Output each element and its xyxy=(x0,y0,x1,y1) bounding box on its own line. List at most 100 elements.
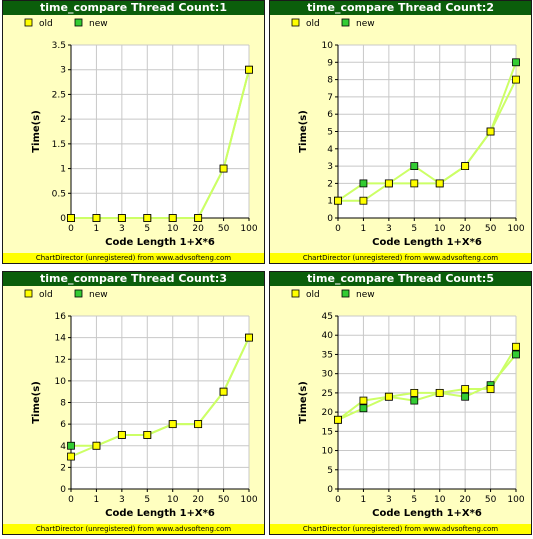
x-tick-label: 100 xyxy=(240,224,257,234)
data-point-old xyxy=(384,392,393,401)
data-point-old xyxy=(92,441,101,450)
data-point-new xyxy=(461,392,470,401)
data-point-old xyxy=(143,214,152,222)
data-point-old xyxy=(245,333,253,342)
chart-panel-3: time_compare Thread Count:3 0 2 4 6 8 10 12 14 1… xyxy=(2,271,265,535)
data-point-old xyxy=(92,214,101,222)
chart-title: time_compare Thread Count:2 xyxy=(270,1,531,15)
y-tick-label: 12 xyxy=(55,355,66,365)
chart-footer: ChartDirector (unregistered) from www.ad… xyxy=(3,524,264,534)
x-tick-label: 100 xyxy=(507,224,524,234)
y-tick-label: 6 xyxy=(327,110,333,120)
data-point-old xyxy=(245,65,253,74)
data-point-old xyxy=(486,385,495,393)
legend-marker-old xyxy=(24,18,33,27)
chart-title: time_compare Thread Count:5 xyxy=(270,272,531,286)
y-tick-label: 10 xyxy=(55,377,67,387)
legend-marker-old xyxy=(291,289,300,298)
data-point-old xyxy=(194,214,203,222)
data-point-old xyxy=(194,420,203,429)
data-point-old xyxy=(512,75,520,84)
data-point-old xyxy=(117,214,126,222)
data-point-old xyxy=(384,179,393,188)
y-tick-label: 0 xyxy=(60,214,66,224)
legend-marker-old xyxy=(24,289,33,298)
data-point-new xyxy=(67,441,75,450)
y-tick-label: 1 xyxy=(60,165,66,175)
y-tick-label: 9 xyxy=(327,58,333,68)
plot-area xyxy=(71,45,249,218)
y-tick-label: 8 xyxy=(60,399,66,409)
data-point-old xyxy=(410,388,419,397)
data-point-old xyxy=(359,396,368,405)
x-tick-label: 20 xyxy=(459,224,471,234)
y-tick-label: 3 xyxy=(327,162,333,172)
data-point-old xyxy=(410,179,419,188)
legend-label-new: new xyxy=(356,290,375,300)
data-point-old xyxy=(117,431,126,439)
data-point-old xyxy=(461,162,470,171)
legend-marker-new xyxy=(74,289,83,298)
y-tick-label: 1 xyxy=(327,197,333,207)
plot-area xyxy=(338,316,516,489)
y-tick-label: 40 xyxy=(322,331,334,341)
x-tick-label: 100 xyxy=(507,495,524,505)
y-tick-label: 5 xyxy=(327,466,333,476)
legend-marker-old xyxy=(291,18,300,27)
y-tick-label: 16 xyxy=(55,312,67,322)
y-tick-label: 4 xyxy=(60,442,66,452)
y-tick-label: 1.5 xyxy=(52,140,66,150)
x-axis-title: Code Length 1+X*6 xyxy=(105,237,215,248)
data-point-old xyxy=(334,415,342,424)
y-tick-label: 10 xyxy=(322,447,334,457)
series-line-old xyxy=(337,346,517,421)
data-point-new xyxy=(410,162,419,171)
series-line-new xyxy=(337,353,517,421)
chart-footer: ChartDirector (unregistered) from www.ad… xyxy=(270,253,531,263)
y-tick-label: 14 xyxy=(55,334,67,344)
chart-plot: 0 0.5 1 1.5 2 2.5 3 3.5 0 1 3 5 10 20 50 100 Code Length… xyxy=(24,18,258,248)
x-tick-label: 50 xyxy=(218,224,230,234)
y-tick-label: 30 xyxy=(322,370,334,380)
y-tick-label: 7 xyxy=(327,93,333,103)
y-axis-title: Time(s) xyxy=(31,381,42,424)
y-tick-label: 2.5 xyxy=(52,90,66,100)
x-tick-label: 10 xyxy=(167,224,179,234)
y-tick-label: 8 xyxy=(327,76,333,86)
y-tick-label: 3 xyxy=(60,66,66,76)
x-tick-label: 50 xyxy=(485,224,497,234)
data-point-old xyxy=(512,342,520,351)
x-tick-label: 5 xyxy=(411,224,417,234)
data-point-new xyxy=(512,58,520,67)
legend-marker-new xyxy=(341,18,350,27)
x-tick-label: 3 xyxy=(386,224,392,234)
y-tick-label: 0 xyxy=(60,485,66,495)
x-tick-label: 100 xyxy=(240,495,257,505)
x-tick-label: 0 xyxy=(68,224,74,234)
legend-label-old: old xyxy=(306,19,320,29)
legend-marker-new xyxy=(341,289,350,298)
y-axis-title: Time(s) xyxy=(298,381,309,424)
data-point-new xyxy=(359,179,368,188)
data-point-old xyxy=(461,385,470,393)
x-tick-label: 0 xyxy=(68,495,74,505)
data-point-old xyxy=(143,431,152,439)
legend-label-new: new xyxy=(356,19,375,29)
data-point-old xyxy=(168,420,177,429)
series-line-old xyxy=(71,69,250,219)
x-tick-label: 1 xyxy=(94,224,100,234)
y-tick-label: 25 xyxy=(322,389,333,399)
chart-footer: ChartDirector (unregistered) from www.ad… xyxy=(3,253,264,263)
legend-marker-new xyxy=(74,18,83,27)
data-point-old xyxy=(67,452,75,461)
chart-title: time_compare Thread Count:3 xyxy=(3,272,264,286)
x-tick-label: 1 xyxy=(94,495,100,505)
x-tick-label: 10 xyxy=(167,495,179,505)
x-tick-label: 10 xyxy=(434,224,446,234)
chart-panel-1: time_compare Thread Count:1 0 0.5 1 1.5 2 2.5… xyxy=(2,0,265,264)
chart-title: time_compare Thread Count:1 xyxy=(3,1,264,15)
data-point-old xyxy=(359,196,368,205)
legend-label-new: new xyxy=(89,19,108,29)
